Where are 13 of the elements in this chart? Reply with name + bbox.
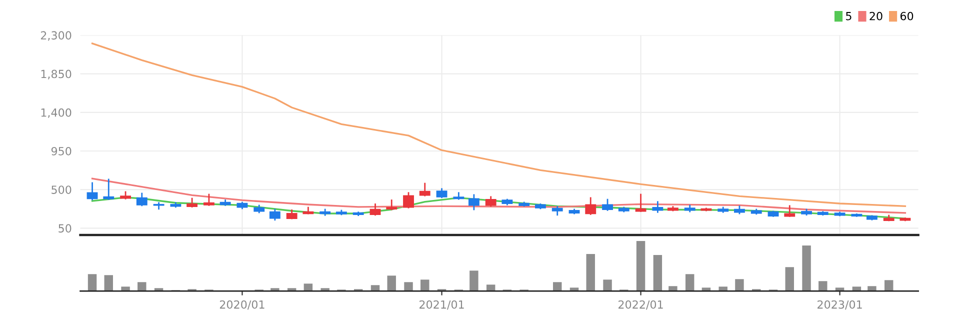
y-tick-label: 50: [58, 224, 72, 233]
legend-label: 5: [846, 12, 852, 20]
legend-label: 60: [900, 12, 914, 20]
y-tick-label: 2,300: [40, 31, 72, 41]
x-tick-label: 2023/01: [818, 300, 862, 310]
x-tick-label: 2022/01: [618, 300, 663, 310]
legend-label: 20: [870, 12, 882, 20]
y-tick-label: 950: [51, 146, 72, 156]
y-tick-label: 500: [52, 186, 72, 194]
x-tick-label: 2020/01: [220, 300, 264, 310]
y-tick-label: 1,400: [41, 108, 72, 118]
x-tick-label: 2021/01: [420, 300, 464, 310]
y-tick-label: 1,850: [41, 70, 72, 80]
